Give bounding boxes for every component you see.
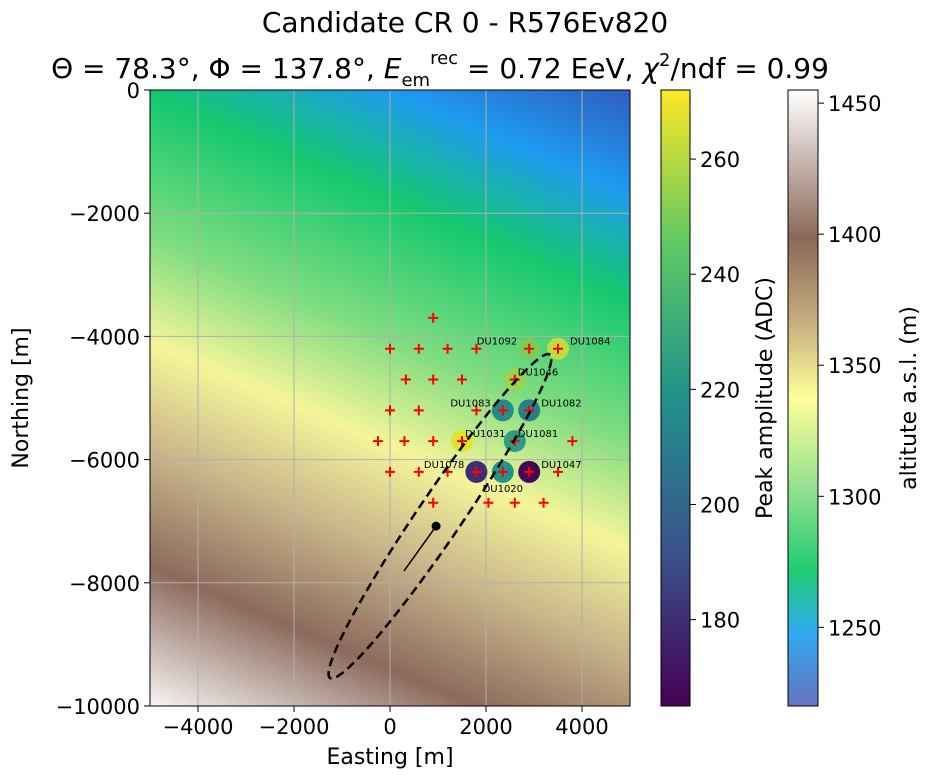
station-cross [413,343,424,354]
station-cross [553,466,563,477]
y-tick-label: −2000 [69,202,140,226]
station-label: DU1031 [465,429,505,440]
y-tick-label: 0 [127,79,140,103]
station-cross [471,343,482,354]
station-cross [413,405,424,416]
shower-core-marker [431,521,441,531]
station-cross [399,436,410,447]
y-axis-label: Northing [m] [9,327,34,468]
station-cross [442,343,453,354]
station-cross [373,436,383,447]
chart-title: Candidate CR 0 - R576Ev820 [262,6,668,39]
x-tick-label: −4000 [162,715,233,739]
altitude-colorbar [787,89,819,707]
station-cross [385,466,395,477]
station-label: DU1081 [518,429,558,440]
amplitude-colorbar [660,89,691,707]
station-cross [497,466,508,477]
station-label: DU1082 [541,398,581,409]
amplitude-colorbar-label: Peak amplitude (ADC) [753,277,778,519]
alt-colorbar-tick-label: 1300 [828,485,881,509]
station-cross [385,405,395,416]
station-cross [538,497,549,508]
station-cross [524,343,535,354]
y-tick-label: −6000 [69,449,140,473]
station-label: DU1083 [450,398,490,409]
direction-arrow [403,525,437,572]
x-axis-label: Easting [m] [326,745,453,770]
amp-colorbar-tick-label: 220 [700,378,740,402]
station-label: DU1078 [424,460,464,471]
station-cross [428,497,439,508]
alt-colorbar-tick-label: 1250 [828,616,881,640]
alt-colorbar-tick-label: 1400 [828,223,881,247]
station-cross [483,497,494,508]
station-cross [385,343,395,354]
station-cross [567,436,578,447]
station-cross [553,343,563,354]
station-label: DU1047 [541,460,581,471]
station-cross [413,466,424,477]
station-cross [457,436,467,447]
y-tick-label: −10000 [56,695,140,719]
station-label: DU1020 [483,484,523,495]
station-label: DU1084 [570,337,610,348]
station-label: DU1046 [518,368,558,379]
x-tick-label: 2000 [459,715,512,739]
amp-colorbar-tick-label: 200 [700,494,740,518]
station-cross [428,312,439,323]
amp-colorbar-tick-label: 260 [700,148,740,172]
uncertainty-ellipse [327,352,553,680]
station-cross [524,466,535,477]
alt-colorbar-tick-label: 1350 [828,354,881,378]
x-tick-label: −2000 [258,715,329,739]
alt-colorbar-tick-label: 1450 [828,92,881,116]
station-cross [497,405,508,416]
station-cross [457,374,467,385]
station-cross [471,466,482,477]
station-cross [428,436,439,447]
x-tick-label: 0 [383,715,396,739]
amp-colorbar-tick-label: 240 [700,263,740,287]
station-cross [400,374,411,385]
station-cross [509,497,520,508]
y-tick-label: −4000 [69,325,140,349]
station-cross [471,405,482,416]
chart-subtitle: Θ = 78.3°, Φ = 137.8°, Eemrec = 0.72 EeV… [51,48,829,91]
x-tick-label: 4000 [555,715,608,739]
amp-colorbar-tick-label: 180 [700,609,740,633]
station-label: DU1092 [477,337,517,348]
y-tick-label: −8000 [69,572,140,596]
station-cross [428,374,439,385]
altitude-colorbar-label: altitute a.s.l. (m) [897,306,922,490]
